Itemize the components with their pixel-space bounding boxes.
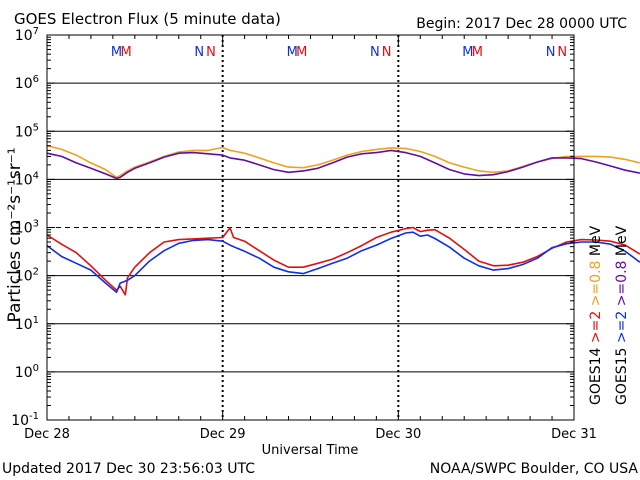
legend-entry: GOES14 >=2 >=0.8 MeV	[588, 225, 604, 405]
marker-label: N	[546, 45, 556, 60]
marker-label: M	[120, 45, 131, 60]
marker-label: M	[462, 45, 473, 60]
marker-label: N	[382, 45, 392, 60]
plot-grid	[47, 35, 574, 420]
y-tick-label: 105	[15, 122, 39, 140]
credit: NOAA/SWPC Boulder, CO USA	[430, 461, 639, 477]
marker-label: N	[370, 45, 380, 60]
series-line	[46, 226, 640, 296]
legend: GOES14 >=2 >=0.8 MeV GOES15 >=2 >=0.8 MeV	[588, 225, 630, 405]
y-tick-label: 104	[15, 170, 39, 188]
y-tick-label: 107	[15, 26, 39, 44]
marker-label: N	[557, 45, 567, 60]
begin-time: Begin: 2017 Dec 28 0000 UTC	[416, 16, 627, 32]
marker-label: M	[472, 45, 483, 60]
chart-title: GOES Electron Flux (5 minute data)	[14, 10, 281, 28]
y-tick-label: 103	[15, 219, 39, 237]
series-line	[46, 144, 640, 179]
y-tick-label: 106	[15, 74, 39, 92]
marker-label: M	[296, 45, 307, 60]
x-tick-label: Dec 30	[375, 427, 421, 442]
marker-label: N	[206, 45, 216, 60]
marker-label: M	[111, 45, 122, 60]
y-tick-label: 100	[15, 363, 39, 381]
series-line	[46, 149, 640, 180]
marker-label: N	[194, 45, 204, 60]
x-axis-label: Universal Time	[262, 443, 359, 458]
series-line	[46, 231, 640, 294]
y-axis-label: Particles cm⁻²s⁻¹sr⁻¹	[5, 147, 25, 322]
y-tick-label: 102	[15, 267, 39, 285]
marker-label: M	[287, 45, 298, 60]
x-tick-label: Dec 31	[551, 427, 597, 442]
y-axis-ticks: 107 106 105 104 103 102 101 100 10-1	[11, 26, 574, 429]
x-tick-label: Dec 29	[200, 427, 246, 442]
y-tick-label: 10-1	[11, 411, 39, 429]
y-tick-label: 101	[15, 315, 39, 333]
series-lines	[46, 144, 640, 296]
x-tick-label: Dec 28	[24, 427, 70, 442]
updated-timestamp: Updated 2017 Dec 30 23:56:03 UTC	[2, 461, 255, 477]
x-axis-ticks: Dec 28 Dec 29 Dec 30 Dec 31	[24, 35, 597, 442]
legend-entry: GOES15 >=2 >=0.8 MeV	[614, 225, 630, 405]
event-markers: MM N N MM N N MM N N	[111, 45, 567, 60]
